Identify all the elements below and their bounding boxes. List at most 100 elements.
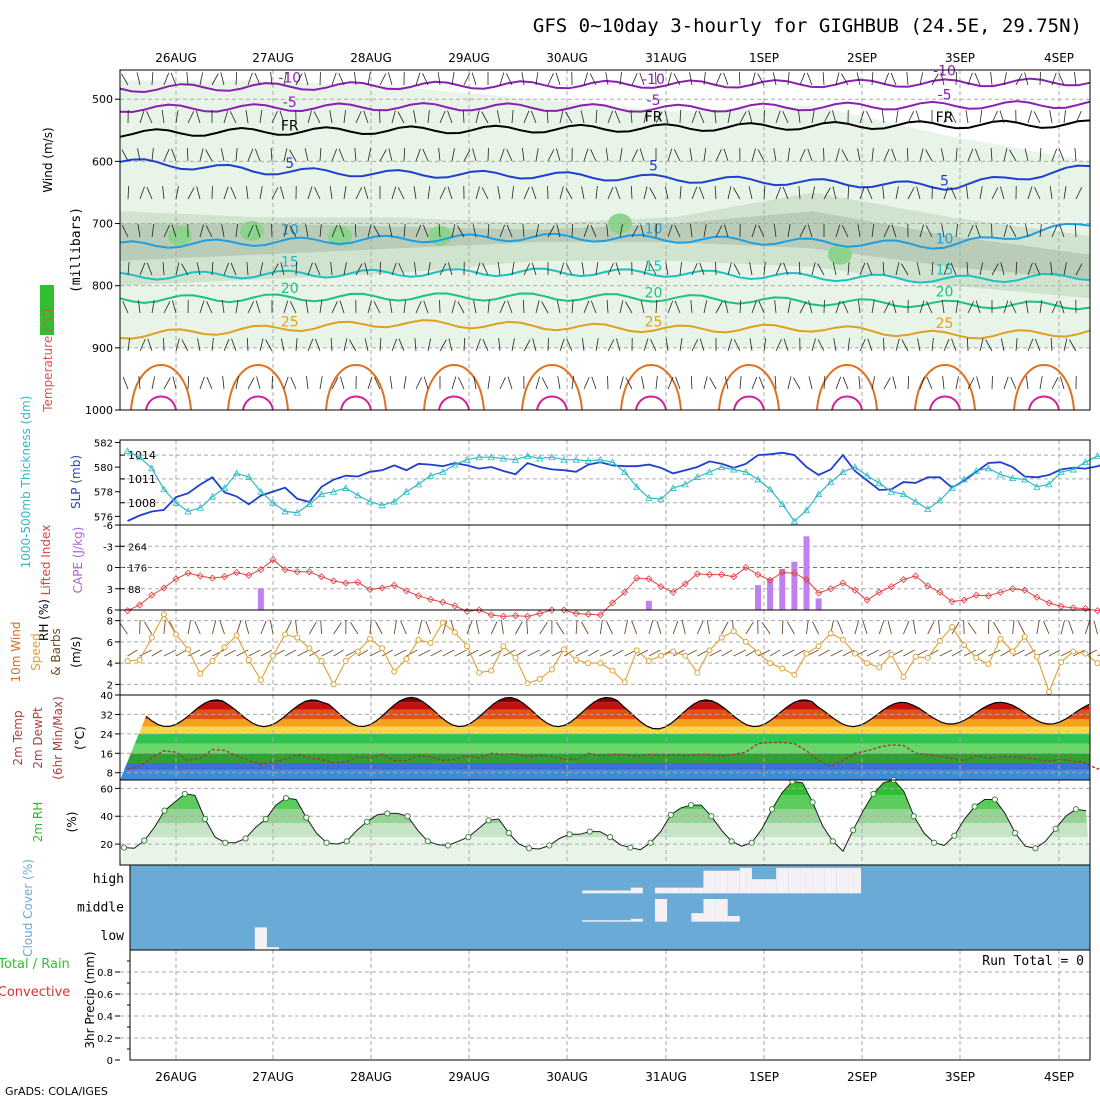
wind-barb <box>199 72 204 86</box>
wind-barb <box>883 72 890 86</box>
thickness-marker <box>245 473 253 480</box>
li-marker <box>233 568 241 577</box>
wind-barb <box>439 187 446 200</box>
wind-barb <box>999 110 1005 124</box>
tick-label: 0.8 <box>97 968 113 979</box>
wind-barb <box>175 338 180 352</box>
wind-barb <box>197 338 201 352</box>
temp-curve <box>145 696 1090 730</box>
wind-barb <box>283 72 287 86</box>
wind-barb <box>1058 148 1065 162</box>
wind-barb <box>175 649 187 657</box>
tick-label: 1014 <box>128 449 156 462</box>
temperature-2m-panel: 8 16 24 32 40 2m Temp 2m DewPt (6hr Min/Max) (°C… <box>11 691 1100 781</box>
thickness-marker <box>911 497 920 505</box>
wind-barb <box>773 148 777 162</box>
wind-barb <box>206 301 213 314</box>
thickness-marker <box>669 484 677 491</box>
wind-barb <box>751 376 758 390</box>
wind-barb <box>531 262 537 276</box>
wind-marker <box>1021 633 1028 640</box>
wind-barb <box>1075 187 1083 200</box>
wind-barb <box>147 338 153 352</box>
wind-barb <box>931 73 939 86</box>
wind-barb <box>615 186 621 200</box>
tick-label: 16 <box>100 749 113 760</box>
wind-barb <box>937 620 941 635</box>
isotherm-35 <box>438 395 470 411</box>
wind-marker <box>524 680 531 687</box>
wind-barb <box>331 301 338 314</box>
rh-marker <box>1032 845 1039 852</box>
wind-barb <box>895 262 900 276</box>
rh-marker <box>525 845 533 852</box>
wind-barb <box>448 262 453 276</box>
cape-lifted-index-panel: -6 -3 0 3 6 88 176 264 Lifted Index CAPE (J/kg) <box>39 521 1100 620</box>
wind-barb <box>903 620 910 635</box>
wind-barb <box>580 110 585 124</box>
wind-barb <box>473 376 477 390</box>
thickness-marker <box>766 485 774 493</box>
rh-marker <box>181 790 188 798</box>
wind-barb <box>941 300 945 314</box>
date-label-top: 31AUG <box>645 51 687 65</box>
wind-barb <box>523 186 530 200</box>
wind-barb <box>439 110 446 124</box>
li-marker <box>402 587 410 595</box>
wind-barb <box>775 186 782 200</box>
wind-barb <box>881 110 885 124</box>
wind-barb <box>906 147 909 162</box>
wind-barb <box>349 339 357 352</box>
wind-marker <box>815 643 822 650</box>
thickness-marker <box>802 506 811 514</box>
isotherm-line <box>119 319 1091 340</box>
wind-barb <box>555 72 561 86</box>
wind-barb <box>891 148 897 162</box>
li-marker <box>960 596 968 604</box>
wind-barb <box>367 376 373 390</box>
wind-barb <box>854 620 860 635</box>
wind-barb <box>355 263 363 276</box>
wind-barb <box>1050 338 1053 352</box>
wind-barb <box>403 300 406 314</box>
wind-marker <box>864 660 871 667</box>
wind-barb <box>667 300 674 314</box>
wind-barb <box>605 148 609 162</box>
wind-barb <box>246 337 249 352</box>
wind-barb <box>415 148 421 162</box>
wind-barb <box>667 224 673 238</box>
wind-barb <box>1059 300 1065 314</box>
wind-barb <box>212 649 225 657</box>
wind-barb <box>367 148 372 162</box>
wind-barb <box>172 300 177 314</box>
temp-band <box>120 770 1090 780</box>
wind-barb <box>1010 376 1017 390</box>
thickness-marker <box>693 473 702 480</box>
wind-barb <box>481 111 489 124</box>
wind-barb <box>641 376 645 390</box>
wind-barb <box>230 186 237 200</box>
tick-label: 578 <box>94 488 113 499</box>
wind-barb <box>439 263 447 276</box>
wind-barb <box>280 338 285 352</box>
rh-marker <box>951 832 958 839</box>
wind-barb <box>1012 620 1015 635</box>
tick-label: 32 <box>100 710 113 721</box>
li-marker <box>511 612 520 620</box>
wind-barb <box>314 262 321 276</box>
wind-barb <box>751 72 756 86</box>
wind-barb <box>991 111 998 124</box>
wind-barb <box>835 300 841 314</box>
thickness-marker <box>342 484 350 491</box>
wind-barb <box>406 649 418 657</box>
wind-marker <box>427 639 434 646</box>
wind-barb <box>751 224 757 238</box>
wind-barb <box>1051 377 1059 390</box>
wind-barb <box>205 149 213 162</box>
wind-marker <box>561 646 567 653</box>
wind-barb <box>541 377 549 390</box>
wind-marker <box>597 660 604 667</box>
wind-barb <box>515 649 527 657</box>
wind-barb <box>119 622 128 635</box>
li-marker <box>548 606 556 614</box>
